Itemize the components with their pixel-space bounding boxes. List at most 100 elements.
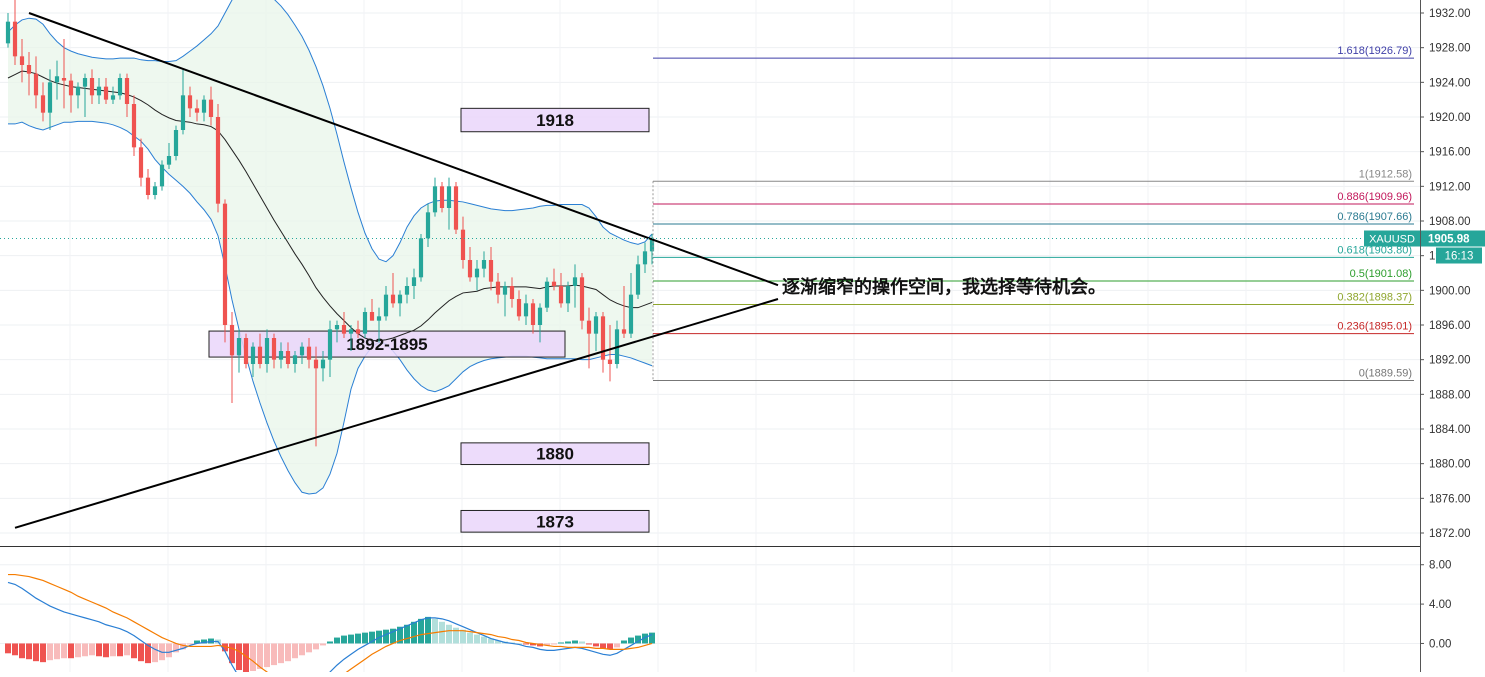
macd-histogram-bar (341, 635, 347, 644)
candle-body (271, 338, 277, 360)
macd-histogram-bar (285, 643, 291, 662)
macd-histogram-bar (264, 643, 270, 668)
candle-body (516, 299, 522, 317)
candle-body (26, 65, 32, 74)
fibonacci-level: 1(1912.58) (653, 168, 1414, 182)
macd-histogram-bar (110, 643, 116, 657)
macd-histogram-bar (439, 621, 445, 644)
macd-histogram-bar (33, 643, 39, 662)
fibonacci-level: 0.382(1898.37) (653, 291, 1414, 305)
macd-histogram-bar (355, 633, 361, 644)
macd-histogram-bar (257, 643, 263, 670)
macd-histogram-bar (614, 643, 620, 648)
price-axis-label: 1896.00 (1429, 320, 1471, 332)
candle-body (257, 346, 263, 364)
level-box-rect (460, 509, 650, 533)
fibonacci-label: 0.236(1895.01) (1337, 321, 1412, 333)
macd-histogram-bar (229, 643, 235, 664)
candle-body (96, 86, 102, 96)
candle-body (250, 346, 256, 364)
macd-histogram-bar (12, 643, 18, 656)
trendline-lower (14, 298, 779, 529)
fibonacci-level: 0.618(1903.80) (653, 244, 1414, 258)
price-axis-label: 1876.00 (1429, 493, 1471, 505)
candles (5, 0, 655, 447)
macd-histogram-bar (327, 641, 333, 644)
level-box-label: 1918 (536, 111, 574, 130)
macd-pane (5, 573, 655, 677)
macd-histogram-bar (75, 643, 81, 658)
macd-histogram-bar (495, 640, 501, 644)
candle-body (145, 177, 151, 195)
macd-histogram-bar (320, 643, 326, 646)
macd-histogram-bar (201, 639, 207, 644)
candle-body (264, 338, 270, 364)
macd-histogram-bar (124, 643, 130, 656)
candle-body (229, 325, 235, 356)
macd-histogram-bar (628, 637, 634, 644)
fibonacci-label: 0.618(1903.80) (1337, 244, 1412, 256)
candle-body (131, 104, 137, 148)
macd-histogram-bar (418, 618, 424, 644)
bollinger-lower-line (8, 120, 653, 495)
candle-body (502, 286, 508, 295)
level-box-label: 1873 (536, 512, 574, 531)
macd-histogram-bar (278, 643, 284, 664)
candle-body (33, 73, 39, 96)
price-badges: XAUUSD 1905.98 16:13 (1364, 230, 1485, 264)
price-axis-label: 1872.00 (1429, 528, 1471, 540)
macd-histogram-bar (460, 629, 466, 644)
macd-histogram-bar (488, 638, 494, 644)
candle-body (488, 260, 494, 282)
price-axis-label: 1912.00 (1429, 181, 1471, 193)
level-box-rect (460, 107, 650, 133)
candle-body (68, 80, 74, 96)
macd-histogram-bar (390, 628, 396, 644)
candle-body (5, 21, 11, 44)
last-price-badge (1421, 230, 1485, 247)
candle-body (390, 294, 396, 304)
candle-body (432, 186, 438, 213)
candle-body (369, 312, 375, 321)
level-box: 1873 (460, 509, 650, 533)
macd-histogram-bar (131, 643, 137, 659)
candle-body (138, 147, 144, 178)
macd-histogram-bar (250, 643, 256, 672)
fibonacci-level: 0(1889.59) (653, 368, 1414, 382)
candle-body (439, 186, 445, 208)
macd-histogram-bar (586, 643, 592, 645)
macd-histogram-bar (474, 634, 480, 644)
macd-histogram-bar (404, 624, 410, 644)
candle-body (579, 277, 585, 321)
candle-body (544, 281, 550, 308)
price-axis-label: 1916.00 (1429, 147, 1471, 159)
candle-body (495, 281, 501, 295)
macd-histogram-bar (19, 643, 25, 659)
candle-body (187, 95, 193, 109)
candle-body (222, 203, 228, 325)
candle-body (89, 78, 95, 96)
macd-histogram-bar (5, 643, 11, 654)
macd-histogram-bar (565, 641, 571, 644)
countdown-label: 16:13 (1445, 251, 1474, 263)
fibonacci-level: 0.786(1907.66) (653, 211, 1414, 225)
macd-histogram-bar (369, 631, 375, 644)
candle-body (313, 359, 319, 369)
candle-body (12, 21, 18, 57)
macd-histogram-bar (558, 642, 564, 644)
candle-body (166, 156, 172, 165)
candle-body (82, 78, 88, 87)
macd-histogram-bar (89, 643, 95, 656)
candle-body (75, 86, 81, 96)
macd-histogram-bar (26, 643, 32, 660)
macd-histogram-bar (194, 640, 200, 644)
candle-body (341, 325, 347, 334)
candle-body (40, 95, 46, 113)
fibonacci-level: 0.5(1901.08) (653, 268, 1414, 282)
candle-body (621, 329, 627, 334)
macd-line (7, 581, 653, 677)
fibonacci-level: 1.618(1926.79) (653, 45, 1414, 59)
fibonacci-label: 0(1889.59) (1359, 368, 1412, 380)
